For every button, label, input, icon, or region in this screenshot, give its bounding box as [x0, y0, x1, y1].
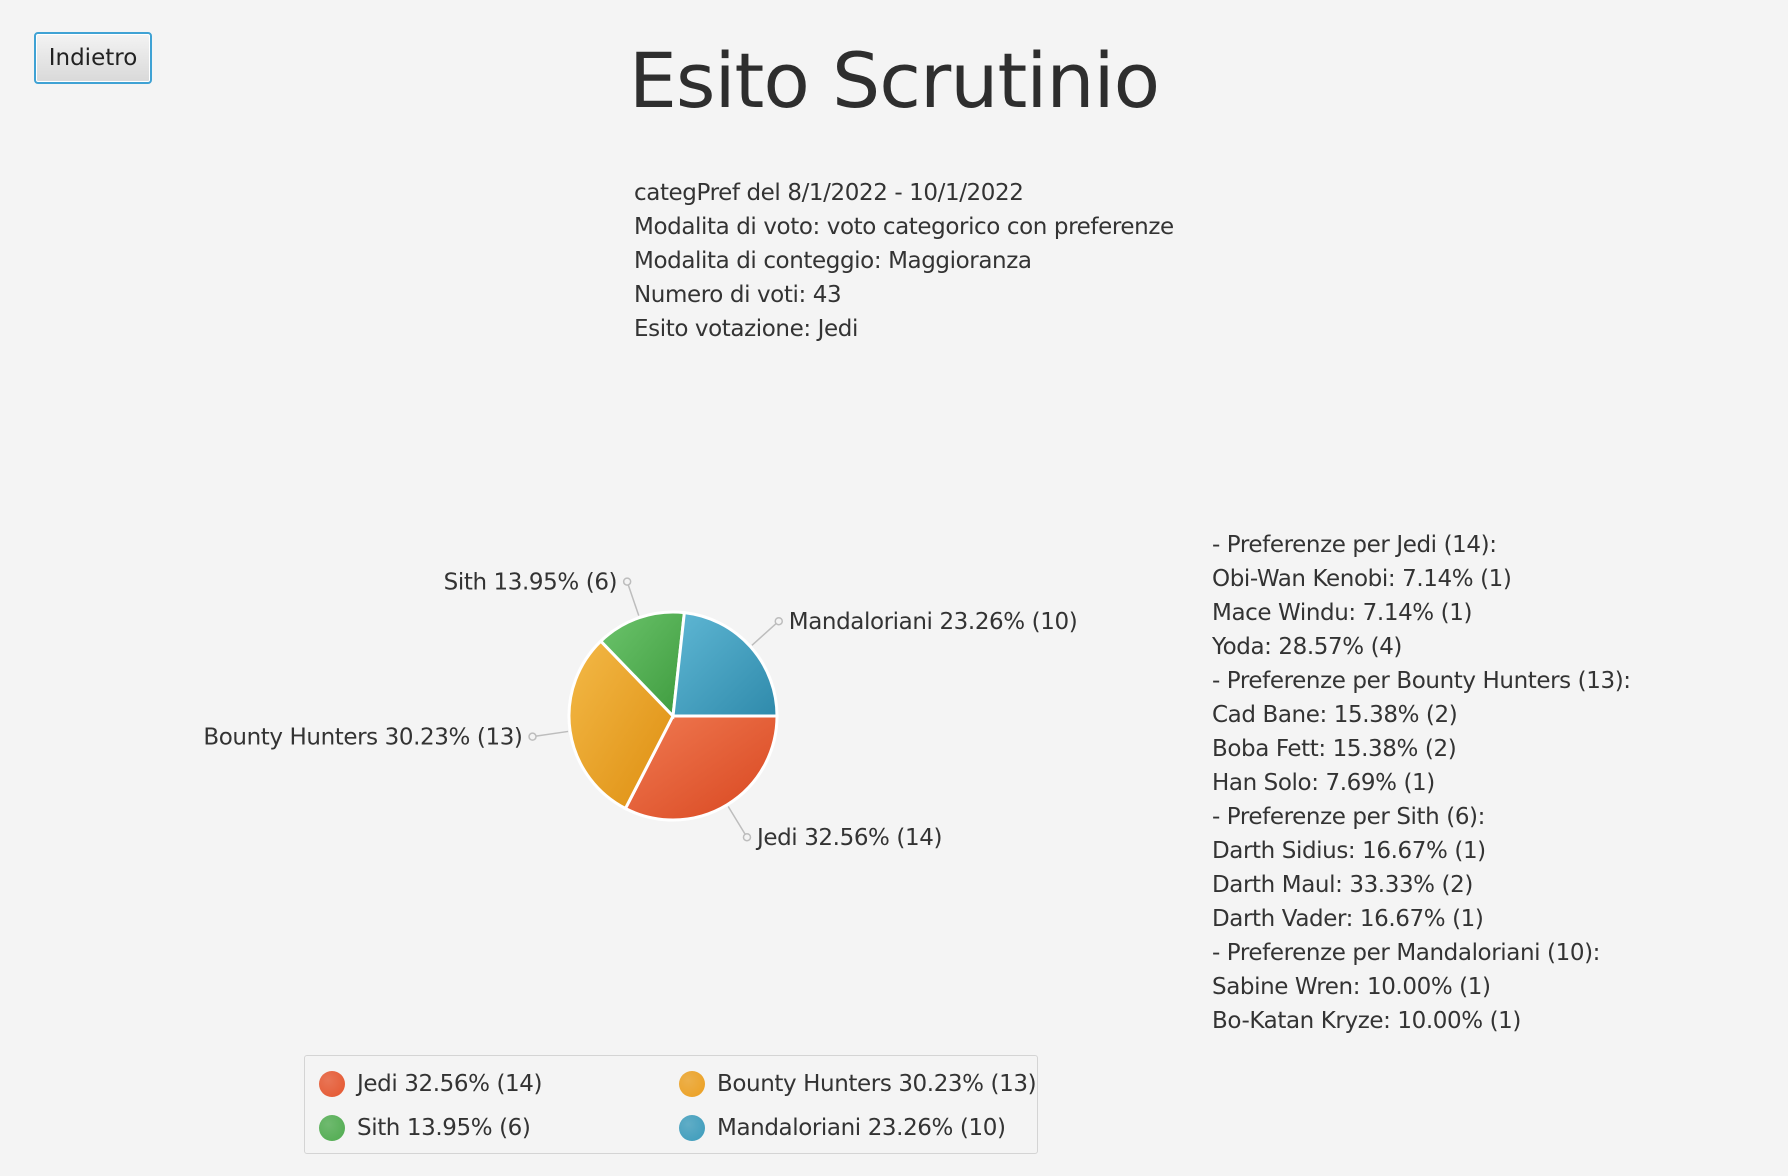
pref-item: Boba Fett: 15.38% (2): [1212, 736, 1457, 762]
ballot-info-vote-mode: Modalita di voto: voto categorico con pr…: [634, 214, 1174, 240]
pie-label-jedi: Jedi 32.56% (14): [755, 825, 942, 851]
pie-leader-dot: [528, 732, 537, 741]
pref-item: Obi-Wan Kenobi: 7.14% (1): [1212, 566, 1512, 592]
pie-leader-line: [532, 730, 569, 738]
pref-item: Yoda: 28.57% (4): [1212, 634, 1403, 660]
pie-leader-line: [751, 620, 780, 646]
back-button[interactable]: Indietro: [34, 32, 152, 84]
pie-leader-dot: [622, 577, 632, 586]
pie-slice-sith: [598, 610, 687, 720]
pie-leader-line: [626, 581, 640, 616]
ballot-info-count-mode: Modalita di conteggio: Maggioranza: [634, 248, 1032, 274]
pie-label-mandaloriani: Mandaloriani 23.26% (10): [789, 609, 1078, 635]
legend-item-bounty-hunters: Bounty Hunters 30.23% (13): [665, 1062, 1039, 1106]
legend-swatch: [679, 1071, 705, 1097]
pref-item: Sabine Wren: 10.00% (1): [1212, 974, 1491, 1000]
chart-legend: Jedi 32.56% (14) Bounty Hunters 30.23% (…: [304, 1055, 1038, 1154]
pref-item: Darth Maul: 33.33% (2): [1212, 872, 1473, 898]
pref-item: Cad Bane: 15.38% (2): [1212, 702, 1458, 728]
ballot-info-session: categPref del 8/1/2022 - 10/1/2022: [634, 180, 1024, 206]
pref-item: Han Solo: 7.69% (1): [1212, 770, 1435, 796]
pie-slice-bounty-hunters: [567, 639, 675, 811]
ballot-info-outcome: Esito votazione: Jedi: [634, 316, 858, 342]
legend-item-sith: Sith 13.95% (6): [305, 1106, 665, 1150]
legend-label: Sith 13.95% (6): [357, 1115, 531, 1141]
pref-heading-sith: - Preferenze per Sith (6):: [1212, 804, 1485, 830]
pie-leader-line: [727, 806, 748, 838]
legend-label: Bounty Hunters 30.23% (13): [717, 1071, 1037, 1097]
pie-leader-dot: [774, 616, 784, 626]
page-title: Esito Scrutinio: [628, 36, 1160, 125]
legend-swatch: [319, 1071, 345, 1097]
legend-swatch: [319, 1115, 345, 1141]
pref-heading-bounty-hunters: - Preferenze per Bounty Hunters (13):: [1212, 668, 1631, 694]
legend-label: Mandaloriani 23.26% (10): [717, 1115, 1006, 1141]
pref-heading-jedi: - Preferenze per Jedi (14):: [1212, 532, 1497, 558]
pref-item: Darth Vader: 16.67% (1): [1212, 906, 1484, 932]
pref-item: Mace Windu: 7.14% (1): [1212, 600, 1473, 626]
pie-slice-mandaloriani: [671, 610, 779, 718]
ballot-info-vote-count: Numero di voti: 43: [634, 282, 842, 308]
pie-slice-jedi: [623, 714, 779, 822]
pie-label-sith: Sith 13.95% (6): [444, 570, 618, 596]
preferences-list: - Preferenze per Jedi (14): Obi-Wan Keno…: [1212, 528, 1631, 1038]
legend-item-mandaloriani: Mandaloriani 23.26% (10): [665, 1106, 1039, 1150]
legend-label: Jedi 32.56% (14): [357, 1071, 543, 1097]
legend-item-jedi: Jedi 32.56% (14): [305, 1062, 665, 1106]
pref-item: Bo-Katan Kryze: 10.00% (1): [1212, 1008, 1521, 1034]
pie-label-bounty-hunters: Bounty Hunters 30.23% (13): [203, 725, 522, 751]
pie-leader-dot: [742, 832, 752, 842]
legend-swatch: [679, 1115, 705, 1141]
pref-item: Darth Sidius: 16.67% (1): [1212, 838, 1486, 864]
ballot-info: categPref del 8/1/2022 - 10/1/2022 Modal…: [634, 176, 1174, 346]
pref-heading-mandaloriani: - Preferenze per Mandaloriani (10):: [1212, 940, 1601, 966]
